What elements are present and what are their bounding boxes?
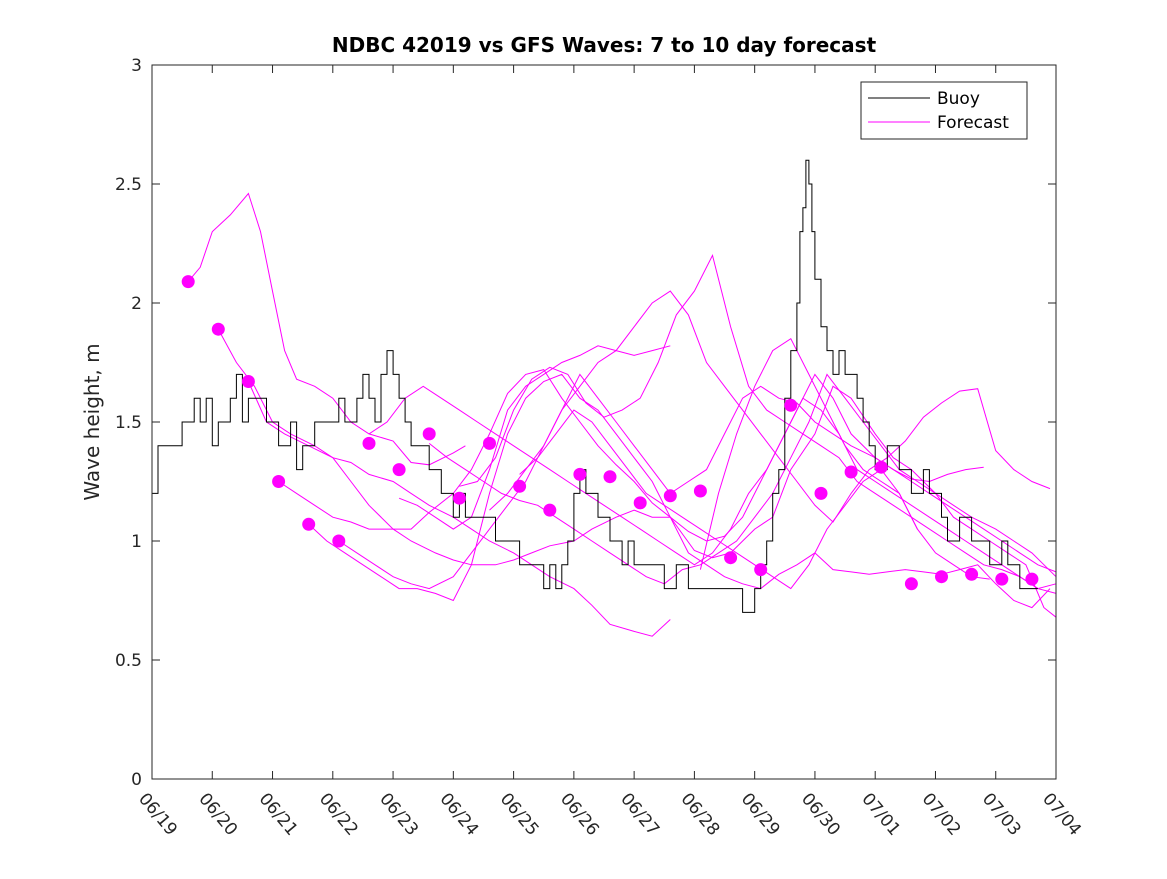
forecast-point — [181, 275, 195, 289]
y-tick-label: 1 — [131, 532, 142, 552]
forecast-point — [513, 479, 527, 493]
forecast-point — [965, 567, 979, 581]
forecast-point — [844, 465, 858, 479]
forecast-point — [1025, 572, 1039, 586]
forecast-point — [724, 551, 738, 565]
series-layer — [152, 159, 1057, 637]
forecast-point — [211, 322, 225, 336]
forecast-point — [362, 436, 376, 450]
forecast-point — [693, 484, 707, 498]
y-tick-label: 2 — [131, 294, 142, 314]
forecast-point — [633, 496, 647, 510]
plot-area — [152, 65, 1056, 779]
forecast-point — [935, 570, 948, 584]
y-axis: 0 0.5 1 1.5 2 2.5 3 — [115, 56, 1056, 790]
forecast-point — [663, 489, 677, 503]
y-tick-label: 0.5 — [115, 651, 142, 671]
forecast-point — [814, 486, 828, 500]
y-tick-label: 1.5 — [115, 413, 142, 433]
forecast-point — [272, 475, 286, 488]
forecast-run-line — [398, 345, 671, 530]
forecast-run-line — [338, 373, 1057, 590]
forecast-run-line — [308, 373, 1051, 609]
forecast-point — [573, 467, 587, 481]
forecast-point — [332, 534, 346, 548]
forecast-run-line — [699, 337, 990, 580]
legend: Buoy Forecast — [860, 81, 1028, 140]
forecast-run-line — [519, 409, 918, 590]
legend-buoy-label: Buoy — [937, 89, 980, 109]
forecast-point — [483, 436, 496, 450]
legend-box — [860, 81, 1028, 140]
forecast-point — [392, 463, 406, 477]
forecast-point — [603, 470, 617, 484]
y-tick-label: 0 — [131, 770, 142, 790]
forecast-point — [543, 503, 557, 517]
forecast-point — [452, 491, 466, 505]
forecast-point — [874, 460, 888, 474]
forecast-point — [422, 427, 436, 441]
forecast-point — [904, 577, 918, 591]
forecast-point — [995, 572, 1009, 586]
forecast-run-line — [187, 192, 466, 466]
forecast-point — [241, 375, 255, 388]
forecast-points-layer — [181, 275, 1039, 591]
forecast-point — [302, 517, 316, 531]
legend-forecast-label: Forecast — [937, 113, 1009, 133]
forecast-run-line — [368, 385, 1057, 590]
forecast-run-line — [428, 373, 1057, 618]
y-axis-label: Wave height, m — [80, 343, 104, 500]
forecast-point — [754, 563, 768, 577]
forecast-point — [784, 398, 798, 412]
chart-title: NDBC 42019 vs GFS Waves: 7 to 10 day for… — [332, 33, 877, 57]
forecast-run-line — [489, 290, 1051, 523]
y-tick-label: 3 — [131, 56, 142, 76]
y-tick-label: 2.5 — [115, 175, 142, 195]
forecast-run-line — [247, 381, 1057, 578]
forecast-run-line — [278, 369, 984, 542]
forecast-run-line — [217, 328, 671, 637]
forecast-run-line — [459, 253, 1057, 594]
